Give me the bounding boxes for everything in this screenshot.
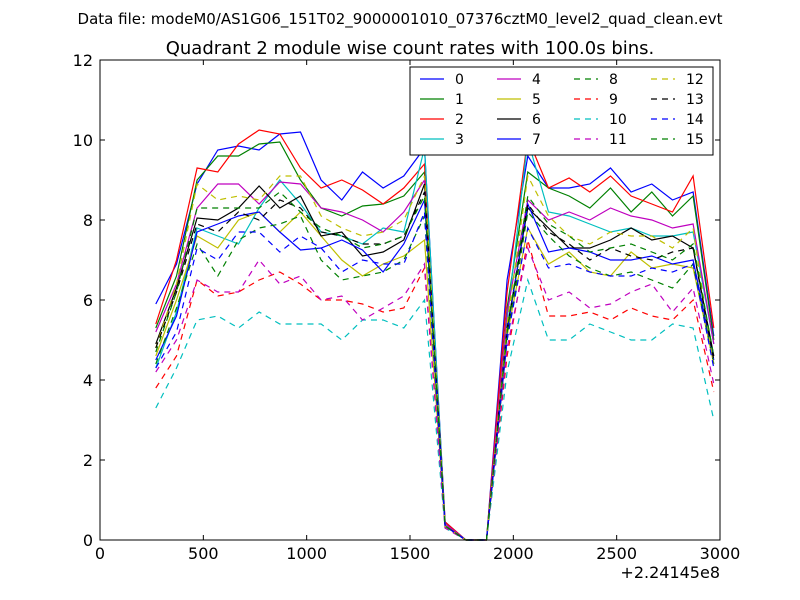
x-tick-label: 1000: [286, 544, 327, 563]
legend-label-4: 4: [532, 72, 541, 88]
y-tick-label: 6: [83, 291, 93, 310]
x-offset-label: +2.24145e8: [620, 563, 720, 582]
legend-label-0: 0: [455, 72, 464, 88]
x-tick-label: 500: [188, 544, 219, 563]
y-tick-label: 0: [83, 531, 93, 550]
plot-lines: [155, 129, 715, 541]
legend-label-1: 1: [455, 92, 464, 108]
figure-suptitle: Data file: modeM0/AS1G06_151T02_90000010…: [78, 10, 723, 29]
legend-label-14: 14: [686, 112, 704, 128]
legend-label-5: 5: [532, 92, 541, 108]
legend-label-2: 2: [455, 112, 464, 128]
legend-label-10: 10: [609, 112, 627, 128]
legend-label-6: 6: [532, 112, 541, 128]
x-tick-label: 3000: [700, 544, 741, 563]
series-line-12: [155, 174, 715, 541]
y-tick-label: 2: [83, 451, 93, 470]
legend-label-15: 15: [686, 132, 704, 148]
series-line-3: [155, 139, 715, 541]
legend-label-8: 8: [609, 72, 618, 88]
series-line-11: [155, 245, 715, 541]
legend-label-11: 11: [609, 132, 627, 148]
y-tick-label: 12: [73, 51, 93, 70]
series-line-5: [155, 211, 715, 541]
x-tick-label: 1500: [390, 544, 431, 563]
series-line-13: [155, 191, 715, 541]
y-tick-label: 4: [83, 371, 93, 390]
y-tick-label: 8: [83, 211, 93, 230]
chart-title: Quadrant 2 module wise count rates with …: [166, 38, 655, 59]
x-tick-label: 2000: [493, 544, 534, 563]
series-line-15: [155, 191, 715, 541]
legend-label-3: 3: [455, 132, 464, 148]
legend-box: [409, 66, 714, 156]
y-tick-label: 10: [73, 131, 93, 150]
series-line-10: [155, 277, 715, 541]
legend-label-13: 13: [686, 92, 704, 108]
legend-label-12: 12: [686, 72, 704, 88]
series-line-14: [155, 211, 715, 541]
x-tick-label: 0: [95, 544, 105, 563]
legend-label-7: 7: [532, 132, 541, 148]
legend-label-9: 9: [609, 92, 618, 108]
x-tick-label: 2500: [596, 544, 637, 563]
